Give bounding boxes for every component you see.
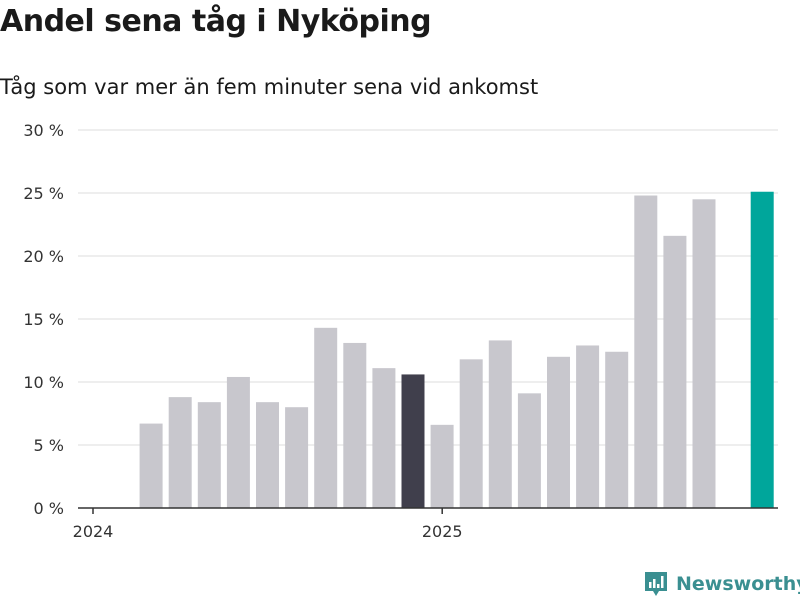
- y-tick-label: 0 %: [34, 499, 64, 518]
- bar-2025-04: [547, 356, 570, 508]
- bar-2024-11: [401, 374, 425, 508]
- bar-2025-05: [576, 345, 600, 508]
- bar-2025-01: [459, 359, 483, 508]
- chart-subtitle: Tåg som var mer än fem minuter sena vid …: [0, 75, 539, 99]
- y-tick-label: 30 %: [23, 121, 64, 140]
- bar-2025-09: [692, 199, 716, 509]
- bar-2025-08: [663, 235, 687, 508]
- bar-2024-12: [430, 424, 454, 508]
- bar-2024-05: [226, 376, 250, 508]
- newsworthy-logo-icon: [645, 572, 667, 596]
- bar-2024-10: [372, 368, 396, 508]
- chart-title: Andel sena tåg i Nyköping: [0, 4, 432, 39]
- brand-name: Newsworthy: [676, 573, 800, 595]
- bar-2024-02: [139, 423, 163, 508]
- bar-2025-11: [750, 191, 774, 509]
- y-tick-label: 5 %: [34, 436, 64, 455]
- y-tick-label: 25 %: [23, 184, 64, 203]
- bar-2024-03: [168, 397, 192, 508]
- y-tick-label: 20 %: [23, 247, 64, 266]
- bar-chart: 0 % 5 % 10 % 15 % 20 % 25 % 30 % 2024 2025: [23, 121, 778, 541]
- y-tick-label: 15 %: [23, 310, 64, 329]
- bar-2025-06: [605, 351, 629, 508]
- x-tick-label: 2025: [422, 522, 463, 541]
- bar-2024-09: [343, 342, 367, 508]
- bar-2024-07: [285, 407, 309, 508]
- y-tick-label: 10 %: [23, 373, 64, 392]
- bar-2024-08: [314, 327, 338, 508]
- bar-2025-03: [517, 393, 541, 508]
- bar-2025-07: [634, 195, 658, 508]
- bar-2025-02: [488, 340, 512, 508]
- x-tick-label: 2024: [73, 522, 114, 541]
- bar-2024-04: [197, 402, 221, 508]
- bar-2024-06: [256, 402, 279, 508]
- brand-logo[interactable]: Newsworthy: [644, 568, 800, 600]
